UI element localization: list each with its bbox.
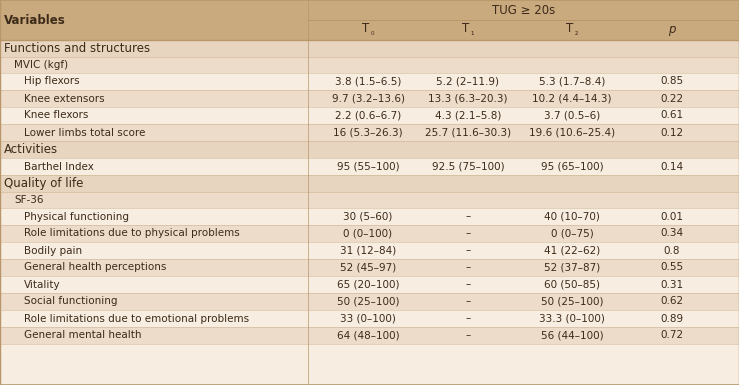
Text: 0.12: 0.12 bbox=[661, 127, 684, 137]
Bar bbox=[0, 141, 739, 158]
Bar bbox=[0, 175, 739, 192]
Text: 9.7 (3.2–13.6): 9.7 (3.2–13.6) bbox=[332, 94, 404, 104]
Text: 50 (25–100): 50 (25–100) bbox=[541, 296, 603, 306]
Text: 16 (5.3–26.3): 16 (5.3–26.3) bbox=[333, 127, 403, 137]
Text: 3.8 (1.5–6.5): 3.8 (1.5–6.5) bbox=[335, 77, 401, 87]
Text: 0.55: 0.55 bbox=[661, 263, 684, 273]
Text: SF-36: SF-36 bbox=[14, 195, 44, 205]
Bar bbox=[0, 208, 739, 225]
Text: General mental health: General mental health bbox=[24, 330, 141, 340]
Text: Vitality: Vitality bbox=[24, 280, 61, 290]
Bar bbox=[0, 327, 739, 344]
Text: 0.8: 0.8 bbox=[664, 246, 681, 256]
Text: 19.6 (10.6–25.4): 19.6 (10.6–25.4) bbox=[529, 127, 615, 137]
Text: TUG ≥ 20s: TUG ≥ 20s bbox=[492, 3, 555, 17]
Text: Hip flexors: Hip flexors bbox=[24, 77, 80, 87]
Bar bbox=[0, 107, 739, 124]
Bar bbox=[0, 90, 739, 107]
Bar bbox=[0, 57, 739, 73]
Text: 0.85: 0.85 bbox=[661, 77, 684, 87]
Text: 3.7 (0.5–6): 3.7 (0.5–6) bbox=[544, 110, 600, 121]
Text: 92.5 (75–100): 92.5 (75–100) bbox=[432, 161, 504, 171]
Text: ₁: ₁ bbox=[470, 28, 474, 37]
Text: 31 (12–84): 31 (12–84) bbox=[340, 246, 396, 256]
Text: 10.2 (4.4–14.3): 10.2 (4.4–14.3) bbox=[532, 94, 612, 104]
Bar bbox=[0, 259, 739, 276]
Text: –: – bbox=[466, 313, 471, 323]
Text: –: – bbox=[466, 211, 471, 221]
Text: –: – bbox=[466, 296, 471, 306]
Bar bbox=[0, 0, 739, 40]
Bar bbox=[0, 310, 739, 327]
Text: 30 (5–60): 30 (5–60) bbox=[344, 211, 392, 221]
Bar bbox=[0, 73, 739, 90]
Text: 2.2 (0.6–6.7): 2.2 (0.6–6.7) bbox=[335, 110, 401, 121]
Text: 0.89: 0.89 bbox=[661, 313, 684, 323]
Text: 33 (0–100): 33 (0–100) bbox=[340, 313, 396, 323]
Text: T: T bbox=[566, 22, 573, 35]
Bar bbox=[0, 40, 739, 57]
Bar bbox=[0, 192, 739, 208]
Text: 0.72: 0.72 bbox=[661, 330, 684, 340]
Text: 0.34: 0.34 bbox=[661, 229, 684, 238]
Text: Functions and structures: Functions and structures bbox=[4, 42, 150, 55]
Text: –: – bbox=[466, 263, 471, 273]
Text: 60 (50–85): 60 (50–85) bbox=[544, 280, 600, 290]
Text: 0 (0–100): 0 (0–100) bbox=[344, 229, 392, 238]
Bar bbox=[0, 293, 739, 310]
Bar bbox=[0, 242, 739, 259]
Text: 5.2 (2–11.9): 5.2 (2–11.9) bbox=[437, 77, 500, 87]
Text: Activities: Activities bbox=[4, 143, 58, 156]
Text: ₀: ₀ bbox=[370, 28, 374, 37]
Text: 0.61: 0.61 bbox=[661, 110, 684, 121]
Text: Physical functioning: Physical functioning bbox=[24, 211, 129, 221]
Text: Lower limbs total score: Lower limbs total score bbox=[24, 127, 146, 137]
Text: 25.7 (11.6–30.3): 25.7 (11.6–30.3) bbox=[425, 127, 511, 137]
Bar bbox=[0, 225, 739, 242]
Text: Barthel Index: Barthel Index bbox=[24, 161, 94, 171]
Text: 4.3 (2.1–5.8): 4.3 (2.1–5.8) bbox=[435, 110, 501, 121]
Text: ₂: ₂ bbox=[574, 28, 578, 37]
Text: Role limitations due to physical problems: Role limitations due to physical problem… bbox=[24, 229, 239, 238]
Text: 95 (55–100): 95 (55–100) bbox=[337, 161, 399, 171]
Text: 64 (48–100): 64 (48–100) bbox=[337, 330, 399, 340]
Text: 95 (65–100): 95 (65–100) bbox=[541, 161, 603, 171]
Text: 0 (0–75): 0 (0–75) bbox=[551, 229, 593, 238]
Text: 5.3 (1.7–8.4): 5.3 (1.7–8.4) bbox=[539, 77, 605, 87]
Bar bbox=[0, 158, 739, 175]
Text: Bodily pain: Bodily pain bbox=[24, 246, 82, 256]
Text: –: – bbox=[466, 330, 471, 340]
Text: 0.14: 0.14 bbox=[661, 161, 684, 171]
Text: 41 (22–62): 41 (22–62) bbox=[544, 246, 600, 256]
Text: p: p bbox=[668, 23, 675, 37]
Text: –: – bbox=[466, 246, 471, 256]
Text: T: T bbox=[362, 22, 370, 35]
Text: –: – bbox=[466, 229, 471, 238]
Text: –: – bbox=[466, 280, 471, 290]
Text: 52 (37–87): 52 (37–87) bbox=[544, 263, 600, 273]
Text: Quality of life: Quality of life bbox=[4, 177, 84, 190]
Text: 50 (25–100): 50 (25–100) bbox=[337, 296, 399, 306]
Text: Social functioning: Social functioning bbox=[24, 296, 118, 306]
Text: Knee extensors: Knee extensors bbox=[24, 94, 105, 104]
Text: T: T bbox=[463, 22, 469, 35]
Text: 13.3 (6.3–20.3): 13.3 (6.3–20.3) bbox=[428, 94, 508, 104]
Text: 56 (44–100): 56 (44–100) bbox=[541, 330, 603, 340]
Bar bbox=[0, 124, 739, 141]
Text: 0.01: 0.01 bbox=[661, 211, 684, 221]
Text: MVIC (kgf): MVIC (kgf) bbox=[14, 60, 68, 70]
Text: 65 (20–100): 65 (20–100) bbox=[337, 280, 399, 290]
Text: Variables: Variables bbox=[4, 13, 66, 27]
Text: 0.62: 0.62 bbox=[661, 296, 684, 306]
Text: 40 (10–70): 40 (10–70) bbox=[544, 211, 600, 221]
Text: Knee flexors: Knee flexors bbox=[24, 110, 89, 121]
Text: 0.22: 0.22 bbox=[661, 94, 684, 104]
Text: 0.31: 0.31 bbox=[661, 280, 684, 290]
Text: 33.3 (0–100): 33.3 (0–100) bbox=[539, 313, 605, 323]
Text: General health perceptions: General health perceptions bbox=[24, 263, 166, 273]
Bar bbox=[0, 276, 739, 293]
Text: Role limitations due to emotional problems: Role limitations due to emotional proble… bbox=[24, 313, 249, 323]
Text: 52 (45–97): 52 (45–97) bbox=[340, 263, 396, 273]
